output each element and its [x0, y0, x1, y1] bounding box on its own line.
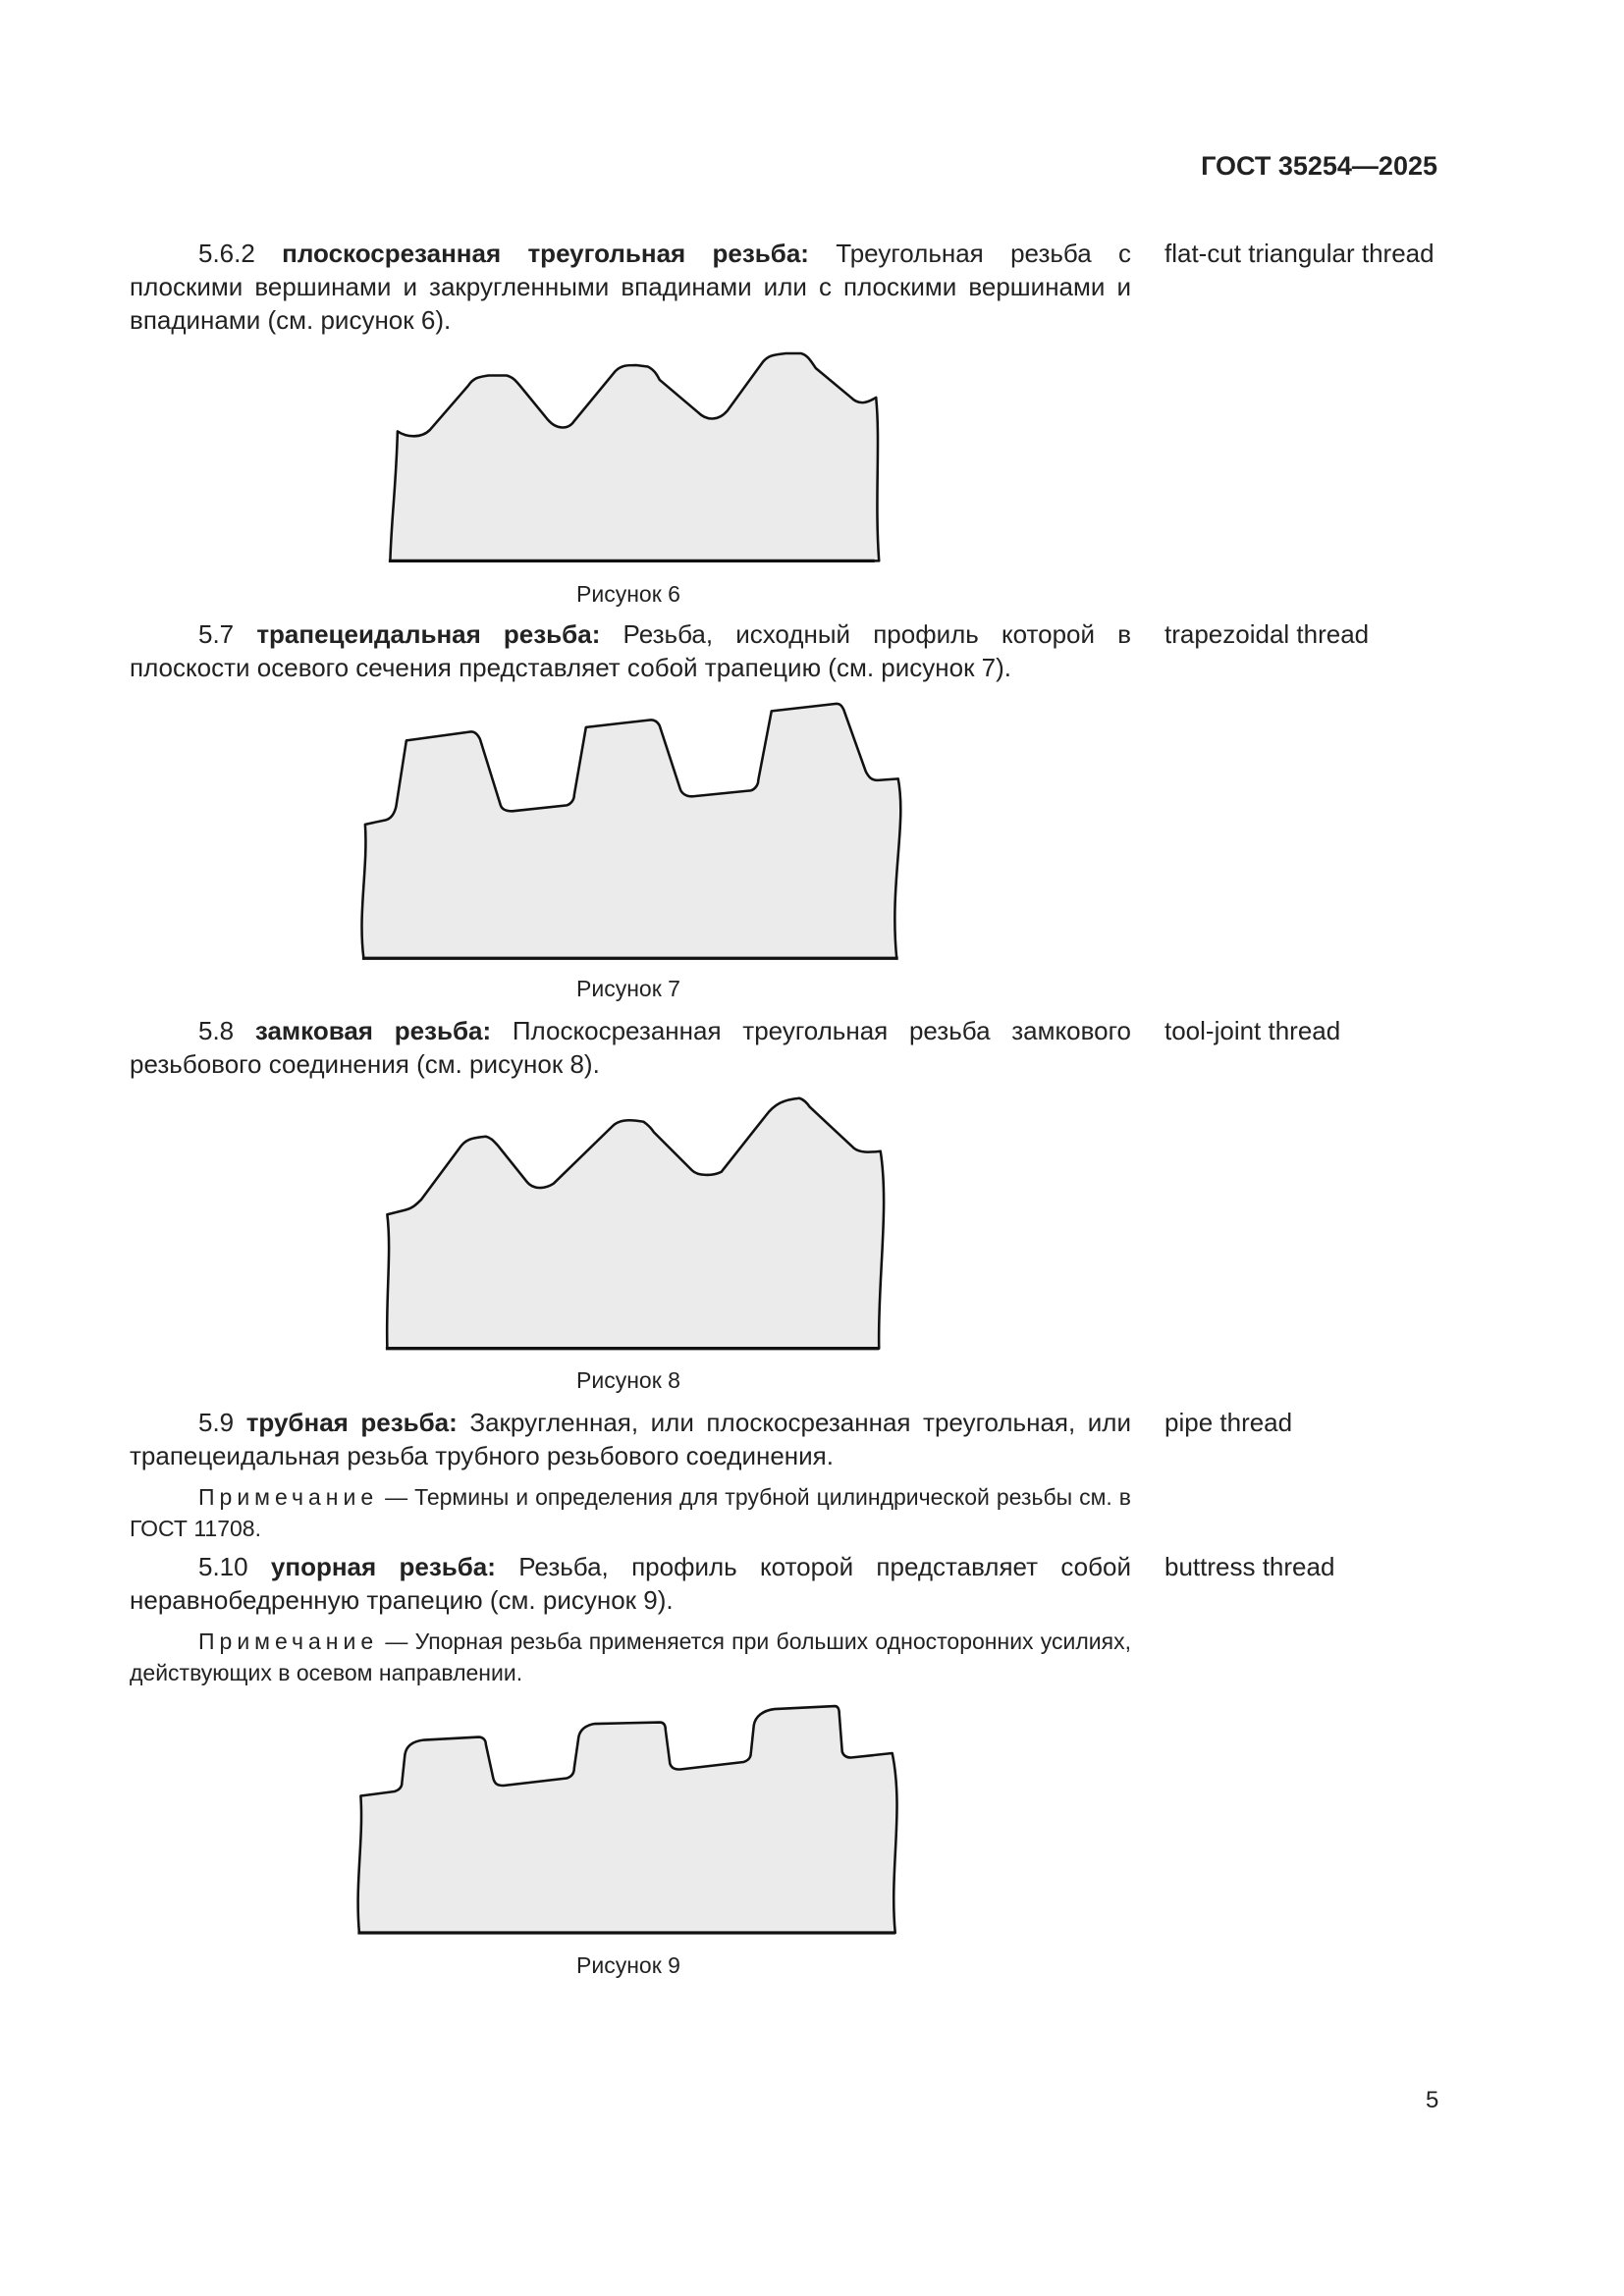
- term-ru: упорная резьба:: [270, 1552, 496, 1581]
- definition-5-9: 5.9 трубная резьба: Закругленная, или пл…: [130, 1406, 1131, 1472]
- note-text: — Упорная резьба применяется при больших…: [130, 1629, 1131, 1685]
- figure-6-flat-cut-thread-profile: [389, 351, 881, 562]
- document-code: ГОСТ 35254—2025: [1201, 151, 1437, 181]
- figure-8-caption: Рисунок 8: [576, 1367, 680, 1393]
- definition-5-7: 5.7 трапецеидальная резьба: Резьба, исхо…: [130, 617, 1131, 684]
- definition-text: Треугольная резьба с плоскими вершинами …: [130, 239, 1131, 335]
- term-ru: трубная резьба:: [245, 1408, 458, 1437]
- note-text: — Термины и определения для трубной цили…: [130, 1484, 1132, 1541]
- term-ru: замковая резьба:: [254, 1016, 492, 1045]
- definition-5-10: 5.10 упорная резьба: Резьба, профиль кот…: [130, 1550, 1131, 1617]
- definition-text: Закругленная, или плоскосрезанная треуго…: [130, 1408, 1131, 1470]
- definition-text: Резьба, профиль которой представляет соб…: [130, 1552, 1131, 1615]
- clause-number: 5.10: [198, 1552, 248, 1581]
- term-ru: трапецеидальная резьба:: [256, 619, 601, 649]
- figure-9-buttress-thread-profile: [356, 1704, 898, 1935]
- clause-number: 5.9: [198, 1408, 235, 1437]
- clause-number: 5.6.2: [198, 239, 255, 268]
- note-label: Примечание: [198, 1484, 379, 1510]
- note-5-10: Примечание — Упорная резьба применяется …: [130, 1626, 1131, 1688]
- term-en: pipe thread: [1164, 1408, 1293, 1437]
- clause-number: 5.7: [198, 619, 235, 649]
- term-en: tool-joint thread: [1164, 1016, 1341, 1045]
- term-en: flat-cut triangular thread: [1164, 239, 1435, 268]
- page-number: 5: [1426, 2087, 1439, 2113]
- clause-number: 5.8: [198, 1016, 235, 1045]
- figure-8-tool-joint-thread-profile: [385, 1096, 886, 1350]
- term-ru: плоскосрезанная треугольная резьба:: [282, 239, 809, 268]
- figure-6-caption: Рисунок 6: [576, 581, 680, 607]
- figure-9-caption: Рисунок 9: [576, 1952, 680, 1978]
- definition-5-8: 5.8 замковая резьба: Плоскосрезанная тре…: [130, 1014, 1131, 1081]
- term-en: trapezoidal thread: [1164, 619, 1370, 649]
- definition-text: Плоскосрезанная треугольная резьба замко…: [130, 1016, 1131, 1079]
- definition-5-6-2: 5.6.2 плоскосрезанная треугольная резьба…: [130, 237, 1131, 337]
- figure-7-caption: Рисунок 7: [576, 976, 680, 1001]
- note-label: Примечание: [198, 1629, 379, 1654]
- figure-7-trapezoidal-thread-profile: [360, 702, 902, 960]
- note-5-9: Примечание — Термины и определения для т…: [130, 1481, 1131, 1544]
- definition-text: Резьба, исходный профиль которой в плоск…: [130, 619, 1132, 682]
- term-en: buttress thread: [1164, 1552, 1335, 1581]
